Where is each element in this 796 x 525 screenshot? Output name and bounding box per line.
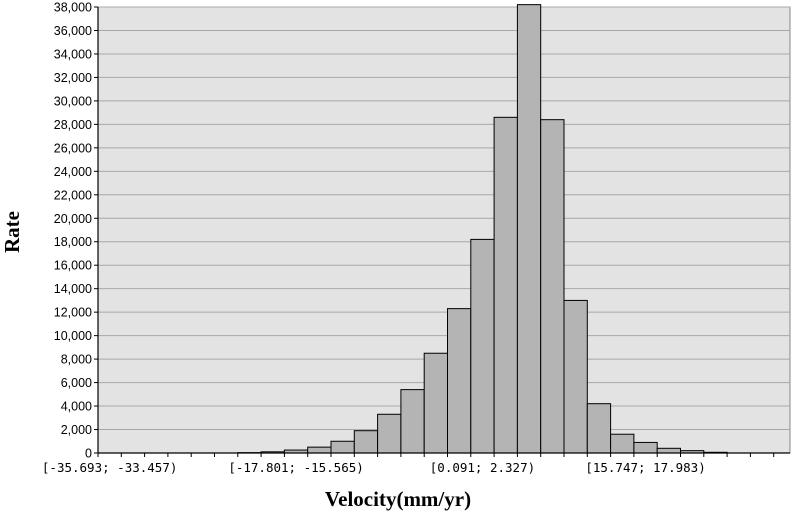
y-axis-ticks: 0 2,000 4,000 6,000 8,000 10,000 12,000 14,000 1… [54, 1, 98, 461]
y-tick-label: 26,000 [54, 141, 92, 155]
x-tick-label: [-35.693; -33.457) [42, 460, 177, 475]
y-tick-label: 6,000 [61, 376, 92, 390]
histogram-bar [564, 300, 587, 453]
histogram-bar [308, 447, 331, 453]
y-tick-label: 28,000 [54, 118, 92, 132]
histogram-bar [541, 120, 564, 453]
x-axis-title: Velocity(mm/yr) [325, 487, 471, 511]
histogram-bar [471, 239, 494, 453]
y-tick-label: 8,000 [61, 353, 92, 367]
y-tick-label: 22,000 [54, 188, 92, 202]
x-tick-label: [-17.801; -15.565) [228, 460, 363, 475]
y-tick-label: 32,000 [54, 71, 92, 85]
y-tick-label: 10,000 [54, 329, 92, 343]
histogram-bar [657, 448, 680, 453]
y-tick-label: 4,000 [61, 400, 92, 414]
y-tick-label: 16,000 [54, 259, 92, 273]
y-tick-label: 36,000 [54, 24, 92, 38]
y-tick-label: 0 [85, 447, 92, 461]
histogram-bar [634, 442, 657, 453]
y-tick-label: 38,000 [54, 1, 92, 15]
x-tick-label: [0.091; 2.327) [430, 460, 535, 475]
y-tick-label: 20,000 [54, 212, 92, 226]
y-tick-label: 14,000 [54, 282, 92, 296]
y-tick-label: 12,000 [54, 306, 92, 320]
y-tick-label: 30,000 [54, 94, 92, 108]
histogram-bar [354, 431, 377, 453]
y-tick-label: 18,000 [54, 235, 92, 249]
histogram-bar [401, 390, 424, 453]
y-tick-label: 2,000 [61, 423, 92, 437]
histogram-bar [424, 353, 447, 453]
y-tick-label: 34,000 [54, 47, 92, 61]
histogram-bar [517, 5, 540, 453]
x-tick-label: [15.747; 17.983) [585, 460, 705, 475]
histogram-bar [331, 441, 354, 453]
histogram-bar [378, 414, 401, 453]
histogram-bar [448, 309, 471, 453]
histogram-bar [587, 404, 610, 453]
x-axis-ticks: [-35.693; -33.457) [-17.801; -15.565) [0.0… [42, 453, 796, 475]
y-tick-label: 24,000 [54, 165, 92, 179]
histogram-bar [494, 117, 517, 453]
y-axis-title: Rate [0, 211, 24, 253]
histogram-bar [611, 434, 634, 453]
